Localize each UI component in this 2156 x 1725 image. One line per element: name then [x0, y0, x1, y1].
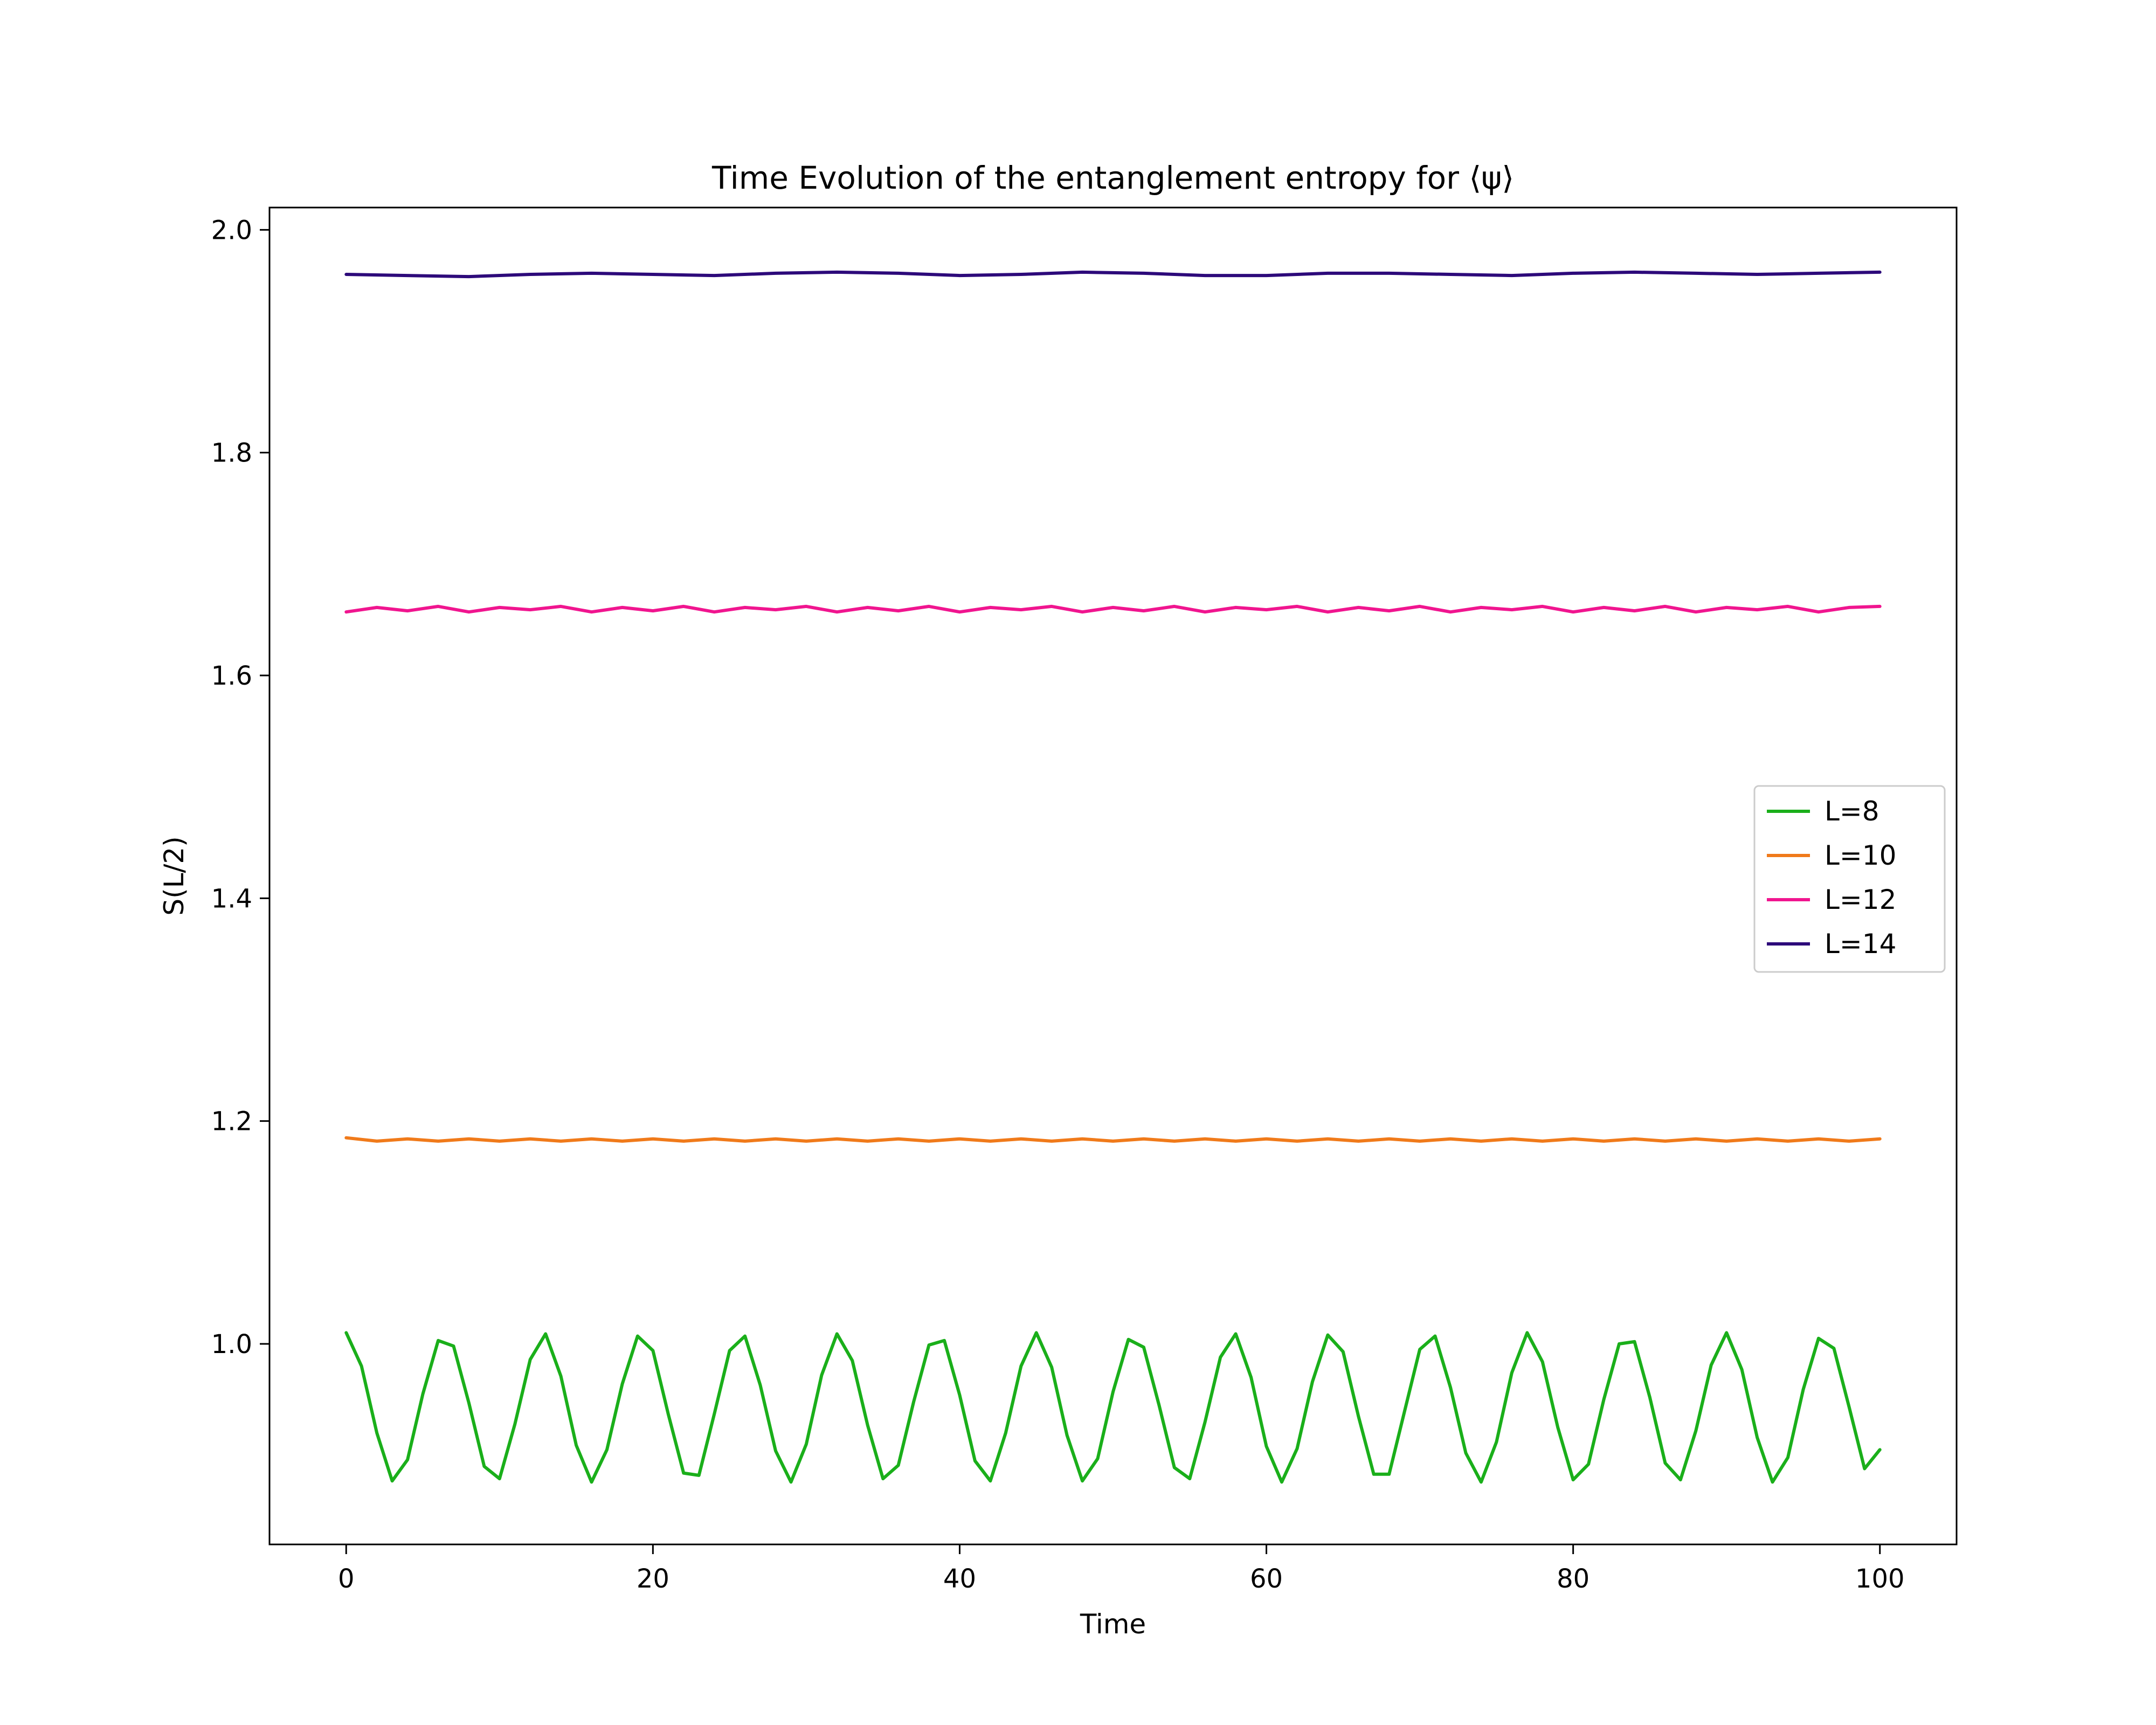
series-line-l-12: [344, 604, 1882, 614]
series-line-l-10: [344, 1136, 1882, 1143]
x-axis-ticks: 0 20 40 60 80 100: [338, 1544, 1905, 1594]
legend-label: L=8: [1825, 796, 1879, 827]
legend-entries: L=8 L=10 L=12 L=14: [1767, 796, 1896, 960]
y-tick-label: 1.6: [211, 661, 252, 691]
x-tick-label: 60: [1250, 1564, 1283, 1594]
legend-label: L=10: [1825, 840, 1896, 871]
legend-label: L=12: [1825, 884, 1896, 915]
series-layer: [344, 270, 1882, 1484]
y-tick-label: 2.0: [211, 215, 252, 245]
y-axis-ticks: 1.0 1.2 1.4 1.6 1.8 2.0: [211, 215, 270, 1360]
x-tick-label: 40: [943, 1564, 976, 1594]
x-axis-label: Time: [1080, 1609, 1146, 1640]
axes-frame: [268, 206, 1958, 1545]
y-tick-label: 1.0: [211, 1329, 252, 1360]
x-tick-label: 80: [1557, 1564, 1590, 1594]
y-tick-label: 1.2: [211, 1107, 252, 1137]
chart-title: Time Evolution of the entanglement entro…: [711, 160, 1514, 196]
y-axis-label: S(L/2): [158, 836, 190, 915]
y-tick-label: 1.8: [211, 438, 252, 468]
legend-frame: [1753, 785, 1946, 973]
series-line-l-14: [344, 270, 1882, 279]
series-line-l-8: [344, 1331, 1882, 1484]
y-tick-label: 1.4: [211, 884, 252, 914]
legend: L=8 L=10 L=12 L=14: [1753, 785, 1946, 973]
x-tick-label: 0: [338, 1564, 355, 1594]
x-tick-label: 20: [637, 1564, 669, 1594]
plot-area: [268, 206, 1958, 1545]
x-tick-label: 100: [1855, 1564, 1905, 1594]
legend-label: L=14: [1825, 928, 1896, 960]
